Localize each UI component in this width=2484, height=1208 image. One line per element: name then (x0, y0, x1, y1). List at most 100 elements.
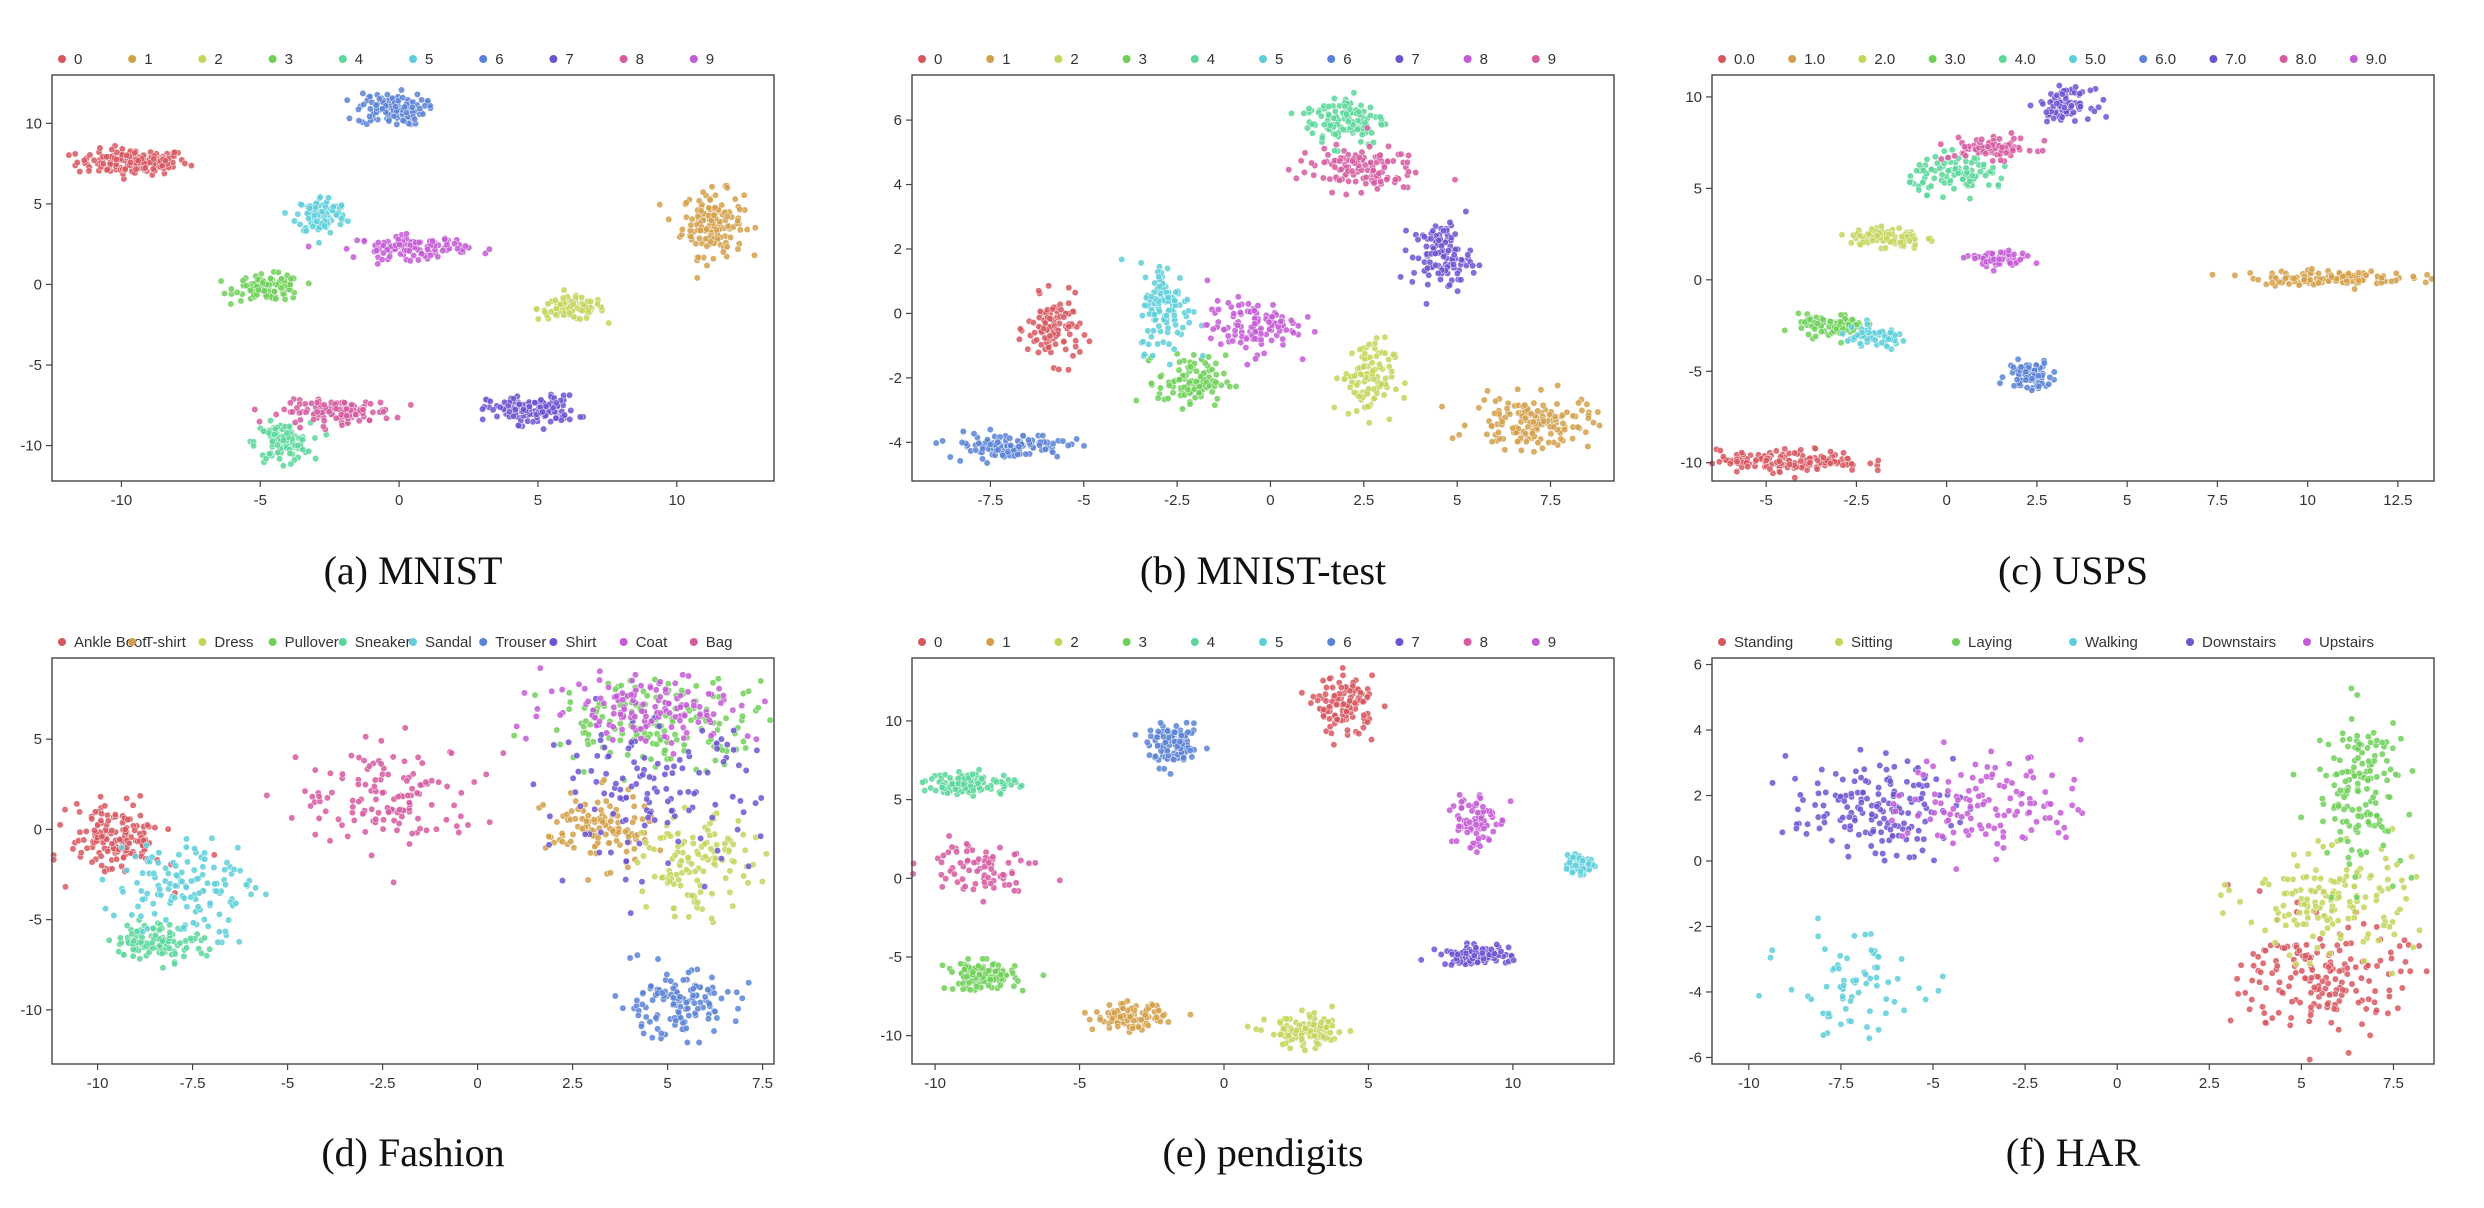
point-t-shirt (607, 817, 615, 825)
point-3 (227, 300, 235, 308)
point-shirt (619, 774, 627, 782)
point-0 (1046, 332, 1054, 340)
point-sandal (204, 922, 212, 930)
point-8 (288, 408, 296, 416)
point-trouser (708, 973, 716, 981)
point-2 (1376, 360, 1383, 368)
point-dress (725, 846, 733, 854)
point-4 (286, 449, 294, 457)
point-trouser (657, 1029, 665, 1037)
point-sneaker (200, 934, 208, 942)
point-0-0 (1786, 460, 1794, 468)
point-7 (540, 425, 548, 433)
point-trouser (710, 1027, 718, 1035)
point-bag (362, 733, 370, 741)
point-1-0 (2254, 276, 2262, 284)
point-pullover (617, 682, 625, 689)
point-ankle-boot (124, 816, 132, 824)
point-3-0 (1811, 325, 1819, 333)
point-sandal (183, 835, 190, 843)
point-7 (1420, 233, 1428, 241)
point-4 (262, 455, 270, 463)
point-8 (383, 414, 390, 422)
point-9 (410, 252, 418, 259)
point-8 (1224, 299, 1232, 307)
point-0 (1035, 287, 1043, 295)
point-bag (448, 749, 455, 757)
point-2-0 (1868, 225, 1876, 233)
point-7 (1415, 254, 1422, 262)
point-dress (657, 834, 664, 842)
point-1 (1574, 423, 1582, 431)
point-1 (1530, 448, 1538, 456)
point-5 (1170, 311, 1178, 319)
point-7 (1423, 264, 1431, 272)
point-pullover (566, 698, 574, 706)
point-1 (723, 213, 731, 220)
x-tick-label: 10 (668, 492, 685, 509)
point-8-0 (2009, 146, 2017, 154)
point-8-0 (1978, 135, 1986, 143)
point-coat (605, 683, 613, 691)
point-0 (1363, 693, 1371, 701)
point-bag (499, 749, 507, 757)
point-8 (355, 417, 363, 425)
point-6 (408, 103, 416, 111)
point-pullover (531, 691, 539, 699)
y-tick-label: -2 (889, 370, 902, 387)
point-shirt (640, 754, 648, 762)
y-tick-label: 0 (894, 305, 902, 322)
point-pullover (556, 741, 564, 748)
point-7 (1431, 250, 1439, 257)
point-1-0 (2275, 278, 2283, 286)
point-coat (694, 718, 702, 726)
point-0-0 (1840, 449, 1847, 457)
point-sneaker (158, 950, 166, 957)
point-3 (1197, 373, 1205, 380)
legend-marker (338, 55, 347, 63)
point-shirt (695, 769, 703, 777)
point-3 (1212, 360, 1220, 367)
point-9 (1319, 174, 1327, 182)
point-dress (682, 866, 690, 874)
point-7-0 (2067, 102, 2075, 110)
point-2 (1373, 352, 1380, 360)
point-7 (1454, 287, 1462, 295)
point-1 (1530, 399, 1538, 407)
point-t-shirt (600, 776, 608, 784)
point-ankle-boot (101, 802, 109, 810)
point-1 (1521, 401, 1529, 409)
point-shirt (730, 727, 738, 734)
point-shirt (574, 768, 582, 776)
point-5 (338, 201, 345, 209)
point-7-0 (2076, 90, 2084, 97)
point-2 (534, 315, 542, 323)
point-coat (719, 692, 727, 700)
point-shirt (697, 834, 705, 842)
point-trouser (611, 992, 619, 1000)
point-shirt (653, 788, 661, 796)
point-9 (1405, 152, 1413, 159)
point-7 (552, 414, 560, 422)
point-9 (1292, 174, 1300, 182)
point-sandal (236, 867, 244, 875)
legend-marker (1858, 55, 1867, 63)
point-8 (251, 406, 259, 413)
point-shirt (529, 780, 537, 788)
point-1 (1111, 1009, 1118, 1017)
scatter-points (1708, 82, 2436, 482)
point-7 (1464, 251, 1472, 259)
point-shirt (713, 745, 721, 753)
point-trouser (633, 996, 641, 1004)
point-sandal (162, 916, 170, 924)
point-4 (312, 455, 320, 463)
point-1 (1117, 1013, 1124, 1021)
point-1 (740, 191, 748, 199)
point-6-0 (2028, 375, 2036, 383)
legend-marker (1327, 55, 1336, 63)
legend-label: 3 (285, 51, 293, 68)
point-ankle-boot (143, 821, 151, 829)
point-coat (642, 737, 650, 745)
point-bag (349, 797, 357, 805)
point-4 (1332, 131, 1340, 138)
